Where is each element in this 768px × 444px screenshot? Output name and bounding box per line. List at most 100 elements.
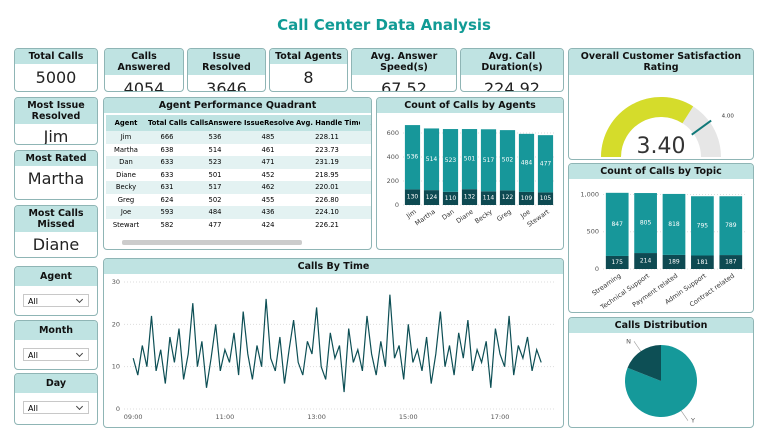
highlight-card: Most Rated Martha (14, 150, 98, 200)
x-tick-label: Becky (473, 208, 494, 226)
table-cell: 624 (160, 195, 174, 204)
highlight-label: Most Issue Resolved (15, 98, 97, 124)
bar-segment (461, 189, 478, 205)
line-series (132, 294, 542, 393)
table-cell: Diane (116, 170, 136, 179)
y-tick-label: 200 (387, 177, 399, 185)
kpi-label: Issue Resolved (188, 49, 265, 75)
slicer: Agent All (14, 266, 98, 316)
data-label: 523 (445, 157, 457, 164)
data-label: 175 (611, 259, 623, 266)
table-cell: 633 (146, 156, 188, 169)
chart-panel: Overall Customer Satisfaction Rating 4.00… (568, 48, 754, 160)
data-label: 517 (483, 157, 495, 164)
data-label: 132 (464, 194, 476, 201)
table-cell: 471 (242, 156, 294, 169)
table-cell: 523 (188, 156, 242, 169)
chart: 4.003.400.005.00 (601, 97, 734, 159)
table-cell: 485 (242, 131, 294, 144)
slicer: Month All (14, 320, 98, 370)
bar-segment (662, 254, 686, 269)
bar-segment (480, 129, 497, 192)
chart-title: Calls By Time (104, 259, 563, 274)
header-row: Agent Total Calls CallsAnswered IssueResolv… (106, 115, 371, 131)
kpi-label: Total Agents (270, 49, 347, 64)
data-label: 181 (697, 259, 709, 266)
column-header: ACSR (360, 115, 371, 131)
highlight-card: Most Calls Missed Diane (14, 205, 98, 258)
slicer-dropdown[interactable]: All (23, 348, 89, 361)
bar-segment (423, 190, 440, 205)
table-cell: 666 (146, 131, 188, 144)
data-label: 189 (668, 258, 680, 265)
table-cell: 220.01 (294, 181, 360, 194)
data-label: 818 (668, 221, 680, 228)
kpi-value: 5000 (35, 68, 77, 87)
bar-segment (719, 196, 743, 256)
chart: 0200400600130536Jim124514Martha110523Dan… (387, 125, 555, 229)
table-title: Agent Performance Quadrant (104, 98, 371, 113)
bar-segment (499, 130, 516, 191)
table-cell: 455 (261, 195, 275, 204)
bar-segment (719, 255, 743, 269)
dashboard-title: Call Center Data Analysis (277, 16, 491, 34)
chart-title: Count of Calls by Topic (569, 164, 753, 179)
slicer-label: Month (15, 321, 97, 340)
data-label: 109 (521, 195, 533, 202)
gauge-value (601, 97, 694, 157)
x-tick-label: Diane (455, 208, 475, 225)
kpi-value: 67.52 (381, 79, 427, 92)
table-cell: 226.80 (315, 195, 339, 204)
table-cell: 633 (160, 170, 174, 179)
bar-segment (634, 193, 657, 254)
x-tick-label: Stewart (526, 207, 552, 228)
table-row: Greg 624 502 455 226.80 3.40 (106, 194, 371, 207)
data-label: 187 (725, 259, 737, 266)
table-cell: 631 (146, 181, 188, 194)
table-cell: 582 (160, 220, 174, 229)
chevron (75, 349, 84, 358)
table-cell: Jim (106, 131, 146, 144)
table-cell: 3.41 (360, 169, 371, 182)
table-panel: Agent Performance Quadrant Agent Total Cal… (103, 97, 372, 250)
x-tick-label: 15:00 (399, 413, 418, 421)
slicer-dropdown[interactable]: All (23, 401, 89, 414)
column-header: Avg. Handle Time (294, 115, 360, 131)
chart-panel: Count of Calls by Agents 0 200 400 600 130 536… (376, 97, 564, 250)
kpi-card: Calls Answered 4054 (104, 48, 184, 92)
gauge-value-label: 3.40 (637, 134, 686, 159)
data-label: 484 (521, 159, 533, 166)
highlight-card: Most Issue Resolved Jim (14, 97, 98, 145)
column-header: CallsAnswered (188, 115, 242, 131)
chart-panel: Count of Calls by Topic 0 500 1,000 175 847 St… (568, 163, 754, 313)
table-cell: 3.37 (360, 181, 371, 194)
table-cell: 231.19 (294, 156, 360, 169)
y-tick-label: 20 (112, 320, 120, 328)
table-cell: 3.47 (360, 144, 371, 157)
data-label: 214 (640, 258, 652, 265)
kpi-label: Avg. Answer Speed(s) (352, 49, 456, 75)
table-cell: Stewart (112, 220, 140, 229)
data-label: 130 (407, 194, 419, 201)
table-cell: 218.95 (315, 170, 339, 179)
chart-panel: Calls Distribution Y N (568, 317, 754, 428)
table-cell: 223.73 (315, 145, 339, 154)
x-tick-label: 13:00 (307, 413, 326, 421)
table-cell: 3.40 (360, 194, 371, 207)
bar-segment (605, 255, 629, 269)
bar-segment (442, 191, 459, 205)
slicer-label: Day (15, 374, 97, 393)
table-cell: 593 (146, 206, 188, 219)
data-label: 110 (445, 195, 457, 202)
table-cell: 228.11 (294, 131, 360, 144)
x-tick-label: Dan (440, 208, 455, 222)
x-tick-label: Martha (413, 208, 436, 228)
kpi-label: Avg. Call Duration(s) (461, 49, 563, 75)
highlight-value: Martha (27, 169, 85, 188)
x-tick-label: 11:00 (216, 413, 235, 421)
column-header: IssueResolved (242, 115, 294, 131)
slicer-dropdown[interactable]: All (23, 294, 89, 307)
table-cell: 484 (188, 206, 242, 219)
data-label: 789 (725, 222, 737, 229)
